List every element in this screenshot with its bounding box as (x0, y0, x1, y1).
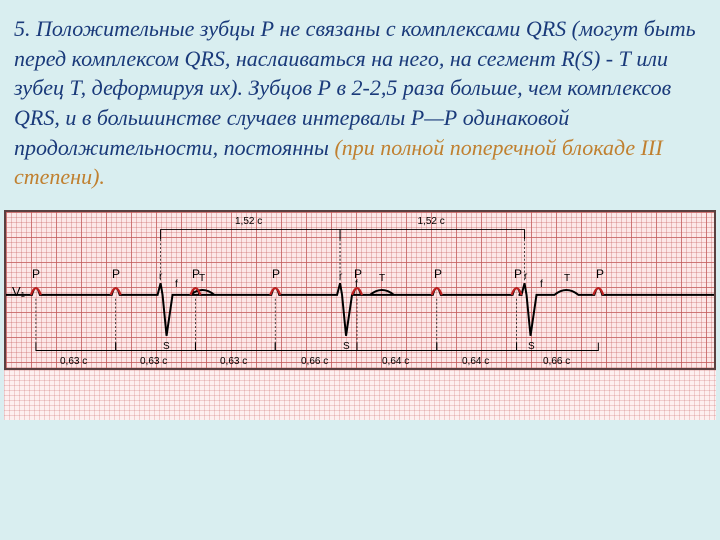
s-label: S (163, 341, 170, 352)
t-label: T (379, 273, 385, 284)
pp-interval-label: 0,63 c (140, 356, 167, 367)
rr-interval-label: 1,52 c (235, 216, 262, 227)
pp-interval-label: 0,64 c (462, 356, 489, 367)
p-wave-label: P (192, 267, 200, 281)
pp-interval-label: 0,66 c (543, 356, 570, 367)
ecg-strip: V₁ PPrSTfPPrSTfPPPrSTfP1,52 c1,52 c0,63 … (4, 210, 716, 370)
pp-interval-label: 0,63 c (220, 356, 247, 367)
ecg-trace-svg (6, 212, 714, 368)
rr-interval-label: 1,52 c (418, 216, 445, 227)
r-label: r (339, 271, 342, 282)
bottom-ruler-strip (4, 370, 716, 420)
slide-text-block: 5. Положительные зубцы Р не связаны с ко… (0, 0, 720, 202)
t-label: T (564, 273, 570, 284)
r-label: r (159, 271, 162, 282)
p-wave-label: P (434, 267, 442, 281)
p-wave-label: P (354, 267, 362, 281)
s-label: S (528, 341, 535, 352)
f-label: f (175, 279, 178, 290)
p-wave-label: P (514, 267, 522, 281)
p-wave-label: P (112, 267, 120, 281)
r-label: r (524, 271, 527, 282)
p-wave-label: P (32, 267, 40, 281)
p-wave-label: P (596, 267, 604, 281)
f-label: f (540, 279, 543, 290)
pp-interval-label: 0,66 c (301, 356, 328, 367)
lead-label: V₁ (12, 284, 25, 299)
pp-interval-label: 0,63 c (60, 356, 87, 367)
pp-interval-label: 0,64 c (382, 356, 409, 367)
p-wave-label: P (272, 267, 280, 281)
s-label: S (343, 341, 350, 352)
